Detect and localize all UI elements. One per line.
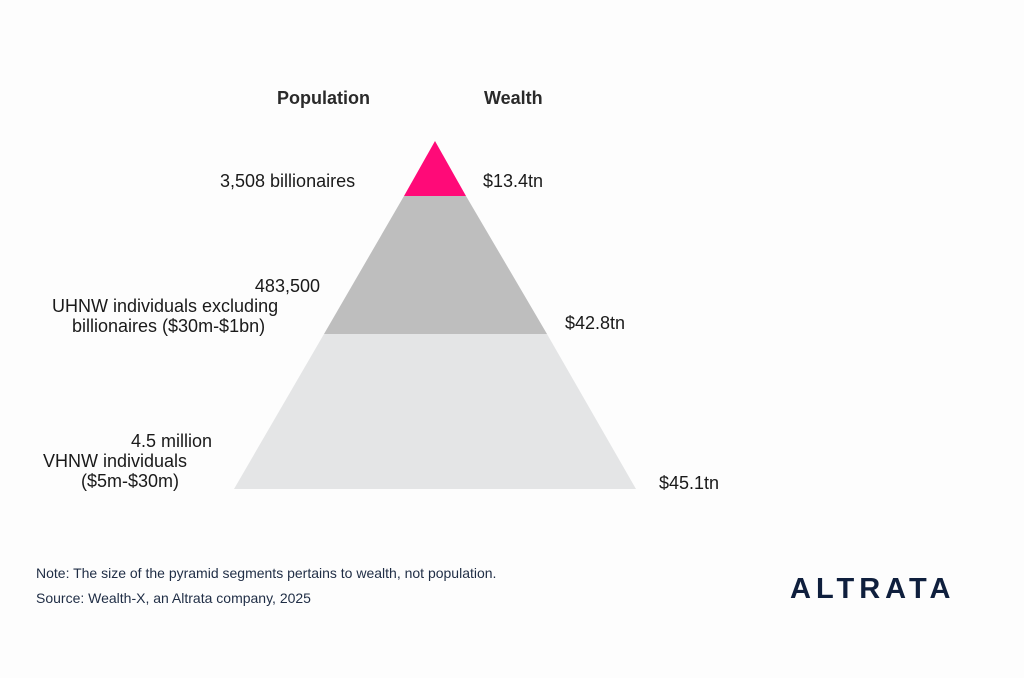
altrata-logo: ALTRATA	[790, 573, 956, 605]
uhnw-wealth-label: $42.8tn	[565, 313, 626, 333]
population-header: Population	[277, 88, 370, 108]
vhnw-desc-line2: ($5m-$30m)	[81, 471, 180, 491]
uhnw-desc-line1: UHNW individuals excluding	[52, 296, 279, 316]
uhnw-population-label: 483,500 UHNW individuals excluding billi…	[40, 276, 320, 336]
billionaires-population-label: 3,508 billionaires	[220, 171, 356, 191]
billionaires-wealth-label: $13.4tn	[483, 171, 544, 191]
chart-source: Source: Wealth-X, an Altrata company, 20…	[36, 590, 311, 606]
vhnw-count: 4.5 million	[131, 431, 213, 451]
pyramid-segment-vhnw	[234, 334, 636, 489]
vhnw-wealth-label: $45.1tn	[659, 473, 720, 493]
vhnw-desc-line1: VHNW individuals	[43, 451, 188, 471]
pyramid-segment-billionaires	[404, 141, 466, 196]
vhnw-population-label: 4.5 million VHNW individuals ($5m-$30m)	[40, 431, 240, 491]
wealth-header: Wealth	[484, 88, 543, 108]
uhnw-count: 483,500	[254, 276, 320, 296]
uhnw-desc-line2: billionaires ($30m-$1bn)	[72, 316, 266, 336]
pyramid-segment-uhnw	[324, 196, 547, 334]
chart-note: Note: The size of the pyramid segments p…	[36, 565, 497, 581]
